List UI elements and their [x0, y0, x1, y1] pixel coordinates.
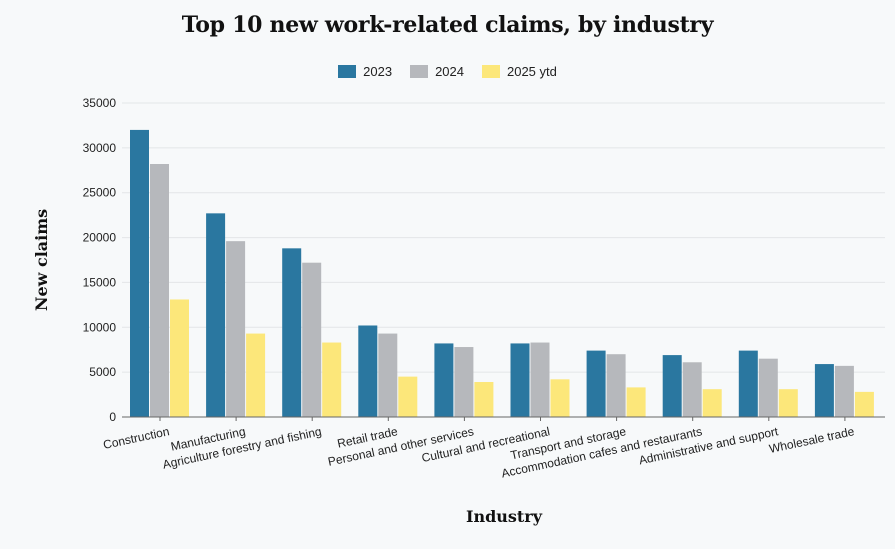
- bar-2023-7[interactable]: [662, 355, 682, 417]
- legend-item-2023[interactable]: 2023: [338, 64, 392, 79]
- bar-2025-ytd-4[interactable]: [474, 382, 494, 417]
- bar-2025-ytd-2[interactable]: [322, 342, 342, 417]
- y-tick-label: 30000: [83, 141, 117, 155]
- y-tick-label: 5000: [89, 365, 116, 379]
- bar-2023-9[interactable]: [814, 364, 834, 417]
- bar-2024-1[interactable]: [226, 241, 246, 417]
- y-tick-label: 35000: [83, 96, 117, 110]
- bar-2025-ytd-6[interactable]: [626, 387, 646, 417]
- bar-2023-3[interactable]: [358, 325, 378, 417]
- y-tick-label: 25000: [83, 186, 117, 200]
- bar-2025-ytd-0[interactable]: [170, 299, 189, 417]
- bar-2023-5[interactable]: [510, 343, 530, 417]
- chart-title: Top 10 new work-related claims, by indus…: [181, 12, 714, 38]
- legend-label-2025-ytd: 2025 ytd: [506, 64, 557, 79]
- x-tick-label: Wholesale trade: [768, 424, 856, 456]
- legend-label-2023: 2023: [363, 64, 393, 79]
- bar-2024-2[interactable]: [302, 262, 322, 417]
- bar-2025-ytd-3[interactable]: [398, 376, 418, 417]
- bar-2023-8[interactable]: [738, 350, 758, 417]
- bar-2025-ytd-5[interactable]: [550, 379, 570, 417]
- bars: [130, 129, 874, 417]
- y-axis-title: New claims: [32, 209, 51, 311]
- legend-swatch-2025-ytd: [481, 65, 500, 78]
- legend-item-2024[interactable]: 2024: [410, 64, 464, 79]
- legend-swatch-2024: [410, 65, 429, 78]
- legend-item-2025-ytd[interactable]: 2025 ytd: [481, 64, 557, 79]
- bar-2023-6[interactable]: [586, 350, 606, 417]
- bar-2024-5[interactable]: [530, 342, 550, 417]
- y-tick-label: 10000: [83, 320, 117, 334]
- axes: 0 5000 10000 15000 20000 25000 30000 35000 Const…: [83, 96, 885, 481]
- bar-2024-7[interactable]: [682, 362, 702, 417]
- bar-2025-ytd-8[interactable]: [778, 389, 798, 417]
- bar-2023-2[interactable]: [282, 248, 302, 417]
- bar-2024-8[interactable]: [758, 358, 778, 417]
- legend-label-2024: 2024: [435, 64, 464, 79]
- x-tick-label: Construction: [102, 424, 171, 452]
- bar-2024-0[interactable]: [150, 164, 169, 417]
- bar-2023-0[interactable]: [130, 129, 149, 417]
- y-tick-label: 15000: [83, 275, 117, 289]
- bar-2025-ytd-7[interactable]: [702, 389, 722, 417]
- bar-2023-4[interactable]: [434, 343, 454, 417]
- bar-2025-ytd-9[interactable]: [854, 391, 874, 417]
- y-tick-label: 0: [109, 410, 116, 424]
- legend: 2023 2024 2025 ytd: [0, 64, 895, 79]
- bar-2024-9[interactable]: [834, 365, 854, 417]
- bar-2025-ytd-1[interactable]: [246, 333, 266, 417]
- legend-swatch-2023: [338, 65, 357, 78]
- bar-2024-3[interactable]: [378, 333, 398, 417]
- bar-2024-6[interactable]: [606, 354, 626, 417]
- bar-2024-4[interactable]: [454, 347, 474, 417]
- x-axis-title: Industry: [466, 507, 543, 526]
- y-tick-label: 20000: [83, 231, 117, 245]
- bar-2023-1[interactable]: [206, 213, 226, 417]
